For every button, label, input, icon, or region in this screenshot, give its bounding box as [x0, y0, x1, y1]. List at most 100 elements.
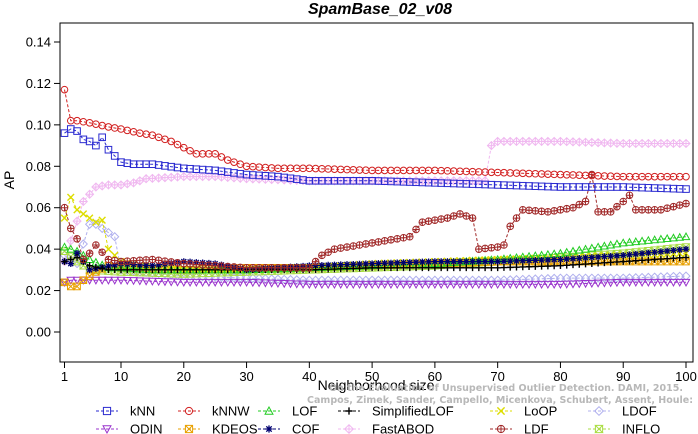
- data-point: [186, 146, 194, 155]
- data-point: [419, 264, 426, 272]
- data-point: [311, 280, 321, 290]
- data-point: [513, 257, 520, 265]
- series-line: [64, 236, 687, 271]
- data-point: [555, 273, 566, 283]
- data-point: [406, 264, 414, 272]
- data-point: [387, 264, 395, 272]
- data-point: [619, 252, 627, 259]
- data-point: [136, 256, 144, 265]
- data-point: [643, 235, 653, 244]
- data-point: [91, 276, 101, 285]
- data-point: [499, 280, 509, 290]
- data-point: [481, 264, 489, 272]
- data-point: [229, 278, 239, 287]
- data-point: [469, 264, 476, 272]
- data-point: [273, 279, 283, 288]
- data-point: [361, 280, 371, 290]
- data-point: [324, 265, 332, 273]
- data-point: [481, 258, 489, 265]
- data-point: [632, 250, 640, 258]
- data-point: [594, 208, 602, 216]
- data-point: [449, 280, 459, 290]
- data-point: [456, 210, 464, 218]
- data-point: [496, 424, 506, 434]
- data-point: [78, 196, 89, 207]
- data-point: [217, 153, 226, 161]
- data-point: [651, 256, 658, 263]
- data-point: [425, 258, 432, 266]
- data-point: [242, 278, 252, 287]
- data-point: [362, 260, 370, 268]
- data-point: [59, 247, 70, 256]
- data-point: [662, 233, 672, 243]
- data-point: [505, 280, 515, 290]
- data-point: [518, 206, 527, 214]
- data-point: [493, 280, 503, 290]
- data-point: [368, 260, 376, 267]
- data-point: [317, 280, 327, 290]
- x-tick-label: 50: [365, 369, 379, 384]
- data-point: [613, 202, 621, 211]
- data-point: [167, 137, 176, 146]
- data-point: [475, 245, 483, 253]
- data-point: [619, 258, 627, 265]
- y-tick-label: 0.12: [26, 76, 51, 91]
- data-point: [637, 272, 647, 283]
- data-point: [411, 280, 421, 290]
- data-point: [662, 272, 672, 282]
- data-point: [387, 236, 395, 244]
- data-point: [423, 275, 434, 285]
- data-point: [67, 256, 75, 263]
- legend-item-ODIN: ODIN: [96, 422, 163, 434]
- data-point: [649, 272, 660, 282]
- data-point: [129, 257, 138, 265]
- data-point: [618, 278, 628, 287]
- data-point: [588, 254, 596, 261]
- data-point: [392, 280, 402, 290]
- data-point: [216, 278, 226, 287]
- data-point: [499, 275, 509, 285]
- data-point: [367, 275, 377, 285]
- data-point: [643, 272, 654, 282]
- legend-item-kNN: kNN: [96, 404, 155, 419]
- x-tick-label: 40: [302, 369, 316, 384]
- data-point: [681, 232, 691, 241]
- data-point: [568, 280, 578, 289]
- data-point: [594, 424, 604, 434]
- data-point: [681, 138, 691, 149]
- data-point: [217, 262, 226, 270]
- data-point: [549, 273, 559, 284]
- data-point: [668, 233, 678, 242]
- data-point: [606, 208, 615, 216]
- data-point: [265, 425, 273, 433]
- data-point: [236, 263, 245, 272]
- data-point: [525, 263, 533, 271]
- data-point: [424, 280, 434, 290]
- data-point: [135, 277, 145, 286]
- data-point: [574, 273, 584, 283]
- data-point: [66, 276, 76, 285]
- data-point: [511, 274, 522, 285]
- data-point: [494, 264, 501, 272]
- data-point: [264, 406, 274, 415]
- data-point: [192, 260, 201, 269]
- data-point: [681, 271, 691, 281]
- data-point: [612, 239, 622, 248]
- data-point: [329, 280, 339, 290]
- legend-item-COF: COF: [258, 422, 320, 434]
- data-point: [318, 262, 326, 269]
- data-point: [643, 278, 653, 287]
- data-point: [102, 425, 112, 434]
- data-point: [544, 208, 552, 216]
- data-point: [149, 266, 156, 274]
- data-point: [286, 280, 295, 289]
- data-point: [556, 206, 565, 214]
- data-point: [599, 273, 610, 283]
- data-point: [173, 278, 182, 287]
- data-point: [593, 273, 603, 283]
- data-point: [575, 200, 584, 209]
- data-point: [469, 258, 476, 265]
- data-point: [210, 278, 220, 287]
- data-point: [179, 143, 188, 152]
- data-point: [380, 280, 390, 290]
